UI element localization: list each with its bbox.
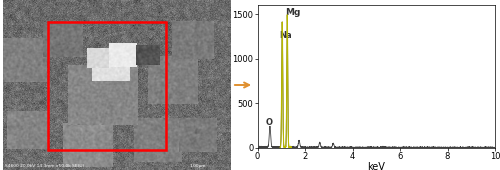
- Text: S4800 20.0kV 14.3mm x50.0k SE(U): S4800 20.0kV 14.3mm x50.0k SE(U): [5, 164, 84, 168]
- Text: O: O: [266, 118, 273, 127]
- Text: Na: Na: [280, 31, 292, 40]
- Text: Mg: Mg: [285, 8, 300, 17]
- X-axis label: keV: keV: [368, 163, 385, 170]
- Bar: [48, 22, 166, 150]
- Text: 1.00μm: 1.00μm: [189, 164, 206, 168]
